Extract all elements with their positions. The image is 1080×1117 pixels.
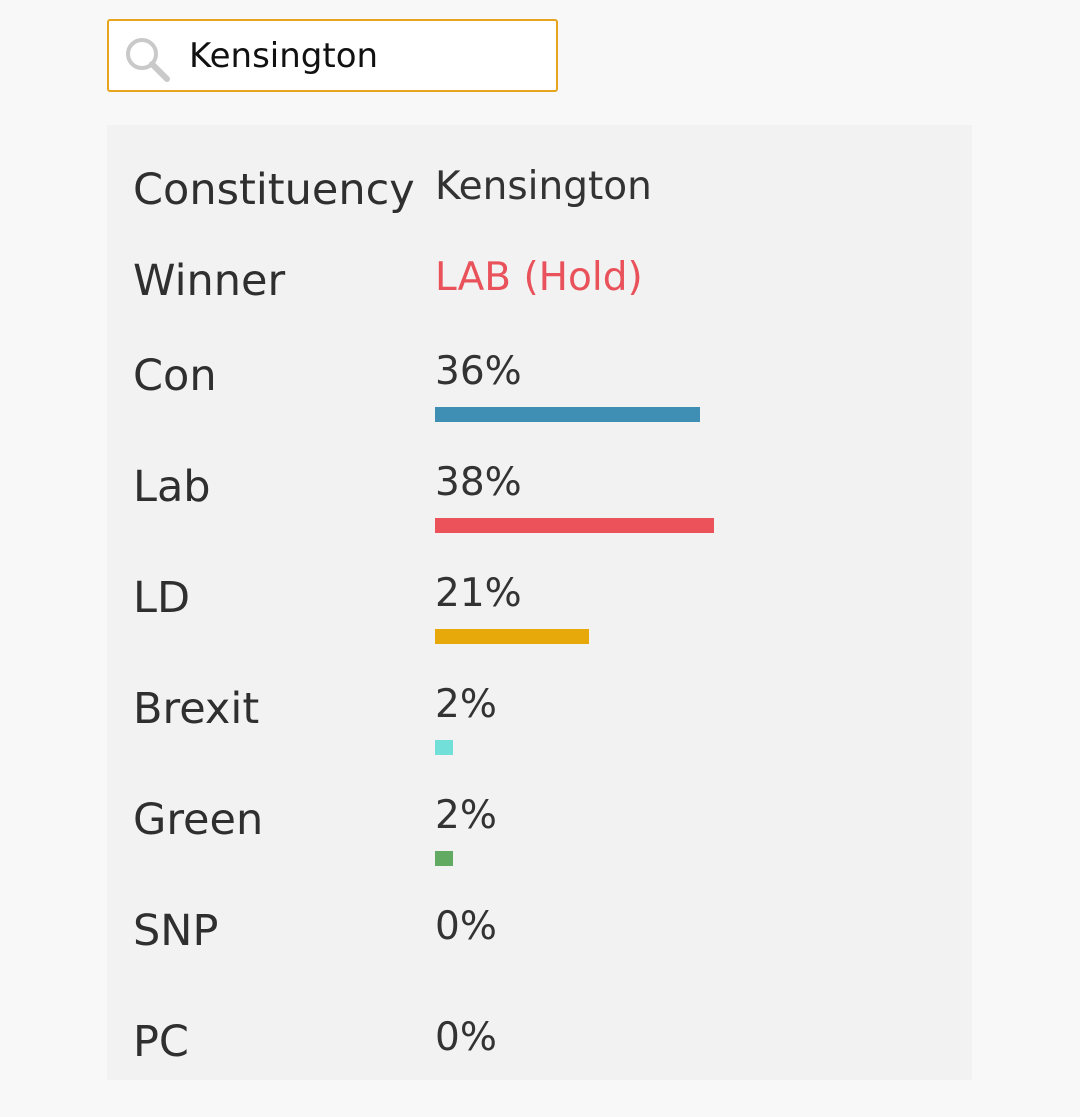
results-panel: Constituency Kensington Winner LAB (Hold…: [107, 125, 972, 1080]
party-name: LD: [133, 573, 191, 623]
party-share-bar: [435, 629, 589, 644]
party-name: PC: [133, 1017, 189, 1067]
party-share: 0%: [435, 1015, 497, 1060]
party-row-brexit: Brexit 2%: [107, 682, 972, 784]
party-row-ld: LD 21%: [107, 571, 972, 673]
party-row-con: Con 36%: [107, 349, 972, 451]
party-row-pc: PC 0%: [107, 1015, 972, 1117]
party-share-bar: [435, 740, 453, 755]
party-name: Green: [133, 795, 264, 845]
party-name: Con: [133, 351, 217, 401]
party-row-lab: Lab 38%: [107, 460, 972, 562]
winner-label: Winner: [133, 256, 286, 306]
party-share-bar: [435, 851, 453, 866]
winner-row: Winner LAB (Hold): [107, 255, 972, 356]
party-share: 36%: [435, 349, 522, 394]
constituency-value: Kensington: [435, 164, 652, 209]
party-share: 21%: [435, 571, 522, 616]
party-name: Lab: [133, 462, 211, 512]
constituency-label: Constituency: [133, 165, 415, 215]
party-share: 38%: [435, 460, 522, 505]
party-share: 2%: [435, 682, 497, 727]
search-icon: [126, 38, 170, 82]
party-name: SNP: [133, 906, 219, 956]
party-name: Brexit: [133, 684, 260, 734]
party-row-snp: SNP 0%: [107, 904, 972, 1006]
party-share: 0%: [435, 904, 497, 949]
search-box[interactable]: [107, 19, 558, 92]
party-share-bar: [435, 407, 700, 422]
search-input[interactable]: [189, 21, 549, 90]
party-share: 2%: [435, 793, 497, 838]
party-row-green: Green 2%: [107, 793, 972, 895]
winner-value: LAB (Hold): [435, 255, 643, 300]
constituency-row: Constituency Kensington: [107, 164, 972, 265]
party-share-bar: [435, 518, 714, 533]
